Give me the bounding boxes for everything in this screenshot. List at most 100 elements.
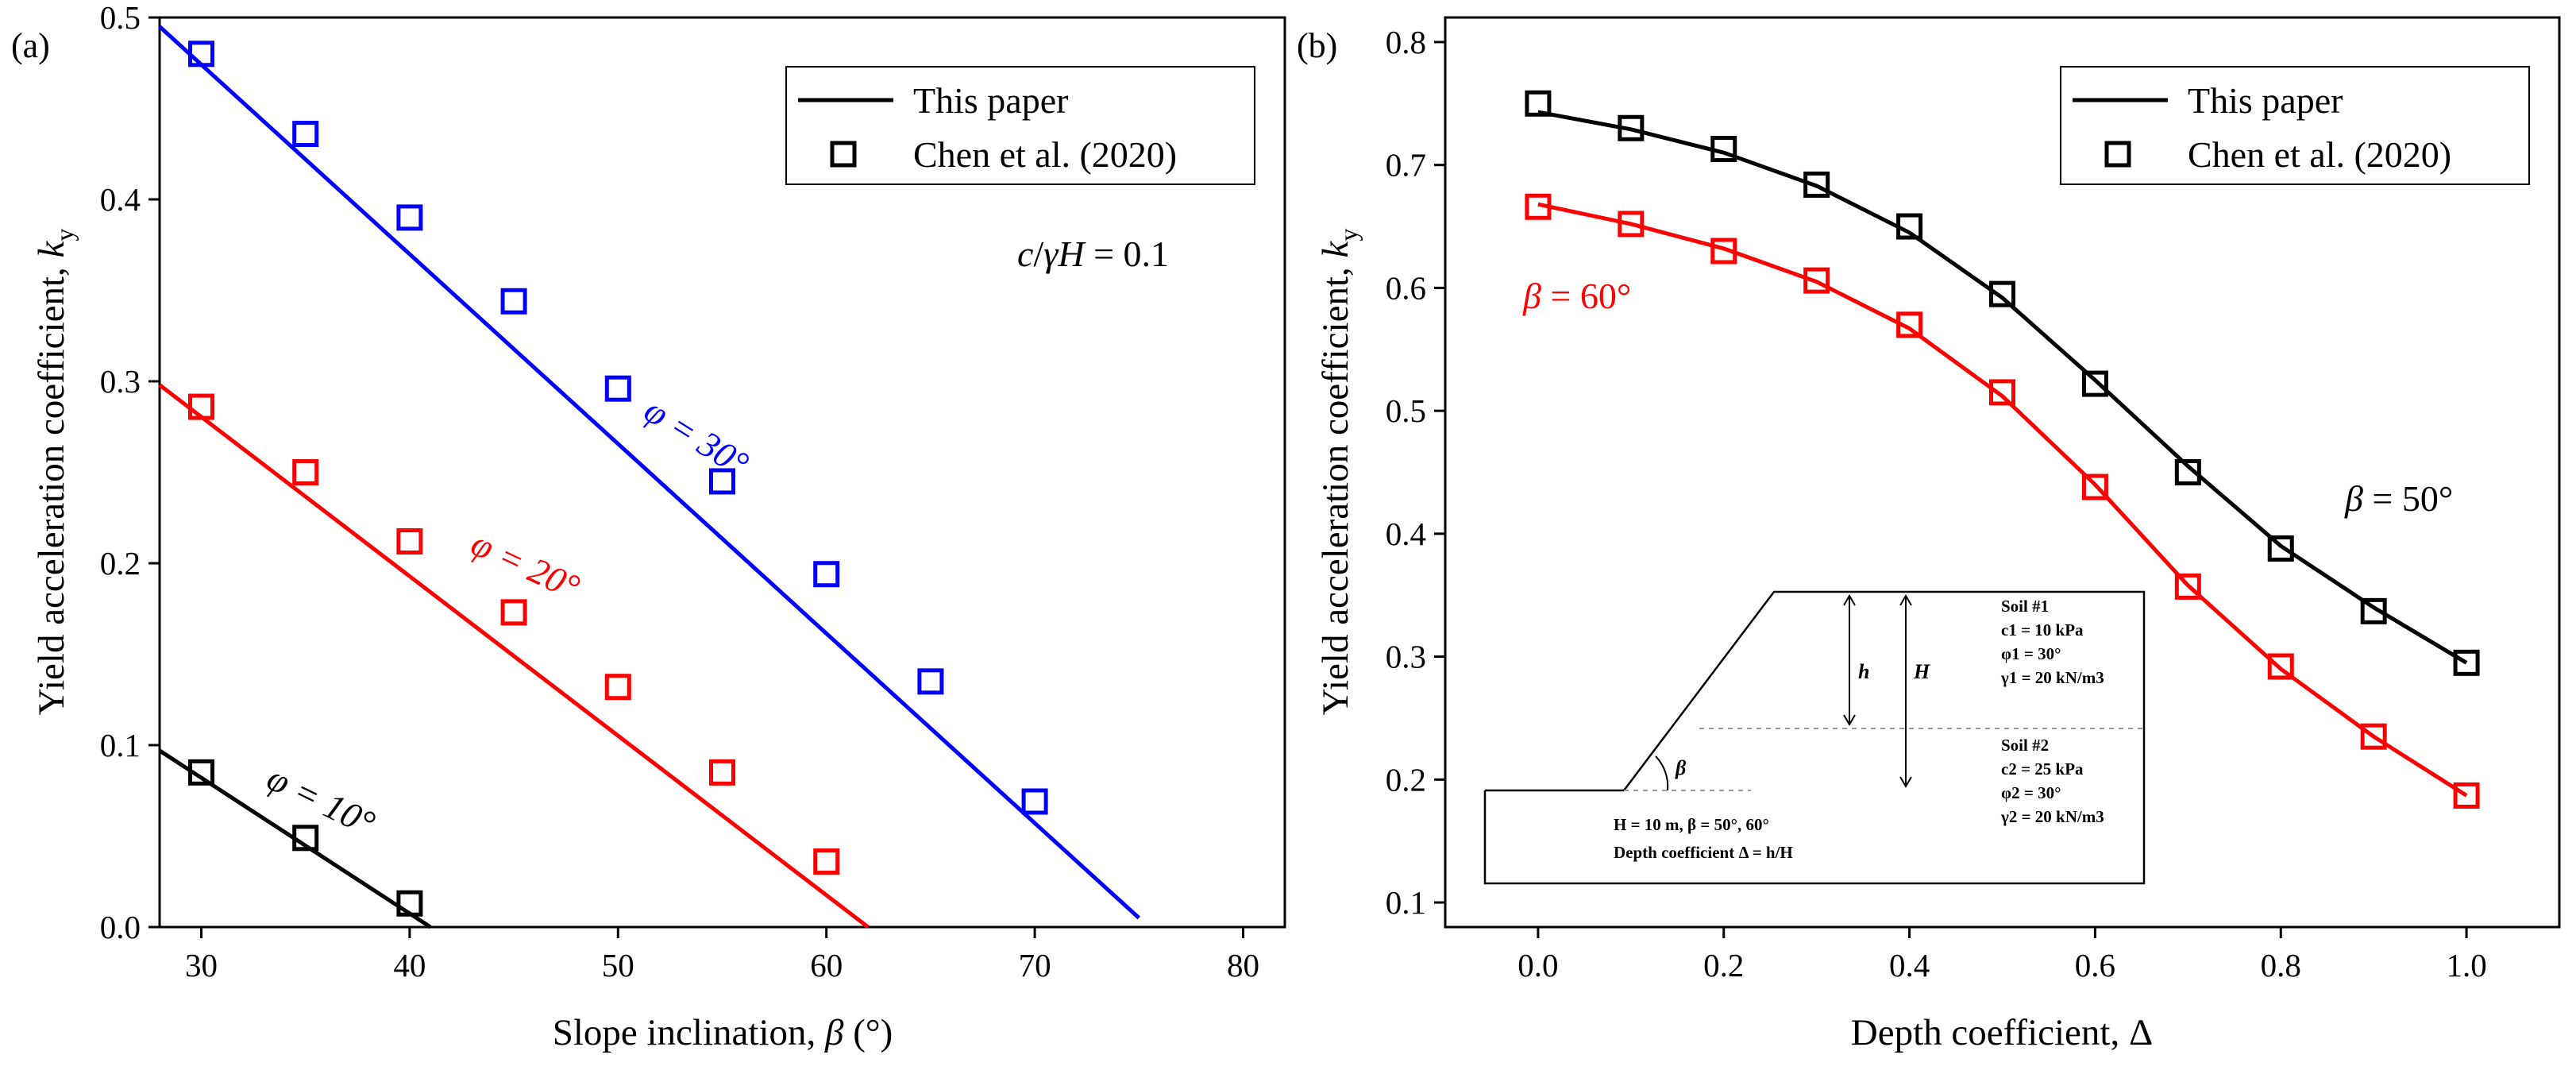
inset-geometry-note: H = 10 m, β = 50°, 60°	[1614, 815, 1769, 834]
panel-a-series-line-1	[158, 383, 870, 929]
panel-a-series-2-marker	[396, 204, 423, 231]
inset-soil1-title: Soil #1	[2001, 597, 2049, 616]
panel-a-legend-marker-label: Chen et al. (2020)	[913, 134, 1177, 175]
panel-a-axes-frame	[158, 16, 1286, 929]
inset-soil2-title: Soil #2	[2001, 736, 2049, 755]
panel-b-y-tick-label: 0.8	[1386, 24, 1426, 60]
panel-b-x-tick-label: 0.2	[1703, 947, 1744, 983]
panel-b-y-tick-label: 0.4	[1386, 516, 1426, 552]
panel-b-inset-schematic: β h H Soil #1 c1 = 10 kPa φ1 = 30° γ1 = …	[1483, 590, 2146, 885]
panel-b-series-label-beta-50: β = 50°	[2344, 478, 2453, 519]
panel-a-y-tick-label: 0.1	[100, 727, 141, 763]
panel-b-x-tick-label: 1.0	[2446, 947, 2486, 983]
inset-depth-note: Depth coefficient Δ = h/H	[1614, 843, 1793, 862]
panel-a-series-line-2	[158, 25, 1140, 920]
panel-a-plot-area	[158, 25, 1140, 929]
panel-a-x-ticks: 30 40 50 60 70 80	[185, 927, 1259, 983]
panel-b-y-tick-label: 0.1	[1386, 884, 1426, 921]
panel-b-y-tick-label: 0.2	[1386, 761, 1426, 798]
panel-b-legend-line-label: This paper	[2188, 80, 2343, 121]
panel-a-series-0-marker	[187, 759, 214, 786]
panel-a-series-2-marker	[709, 468, 735, 495]
panel-b-series-0-marker	[2174, 459, 2201, 485]
panel-a-series-label-phi-20: φ = 20°	[465, 523, 586, 608]
panel-b-series-0-marker	[2081, 370, 2108, 397]
panel-a-y-tick-label: 0.4	[100, 181, 141, 218]
panel-a-series-1-marker	[604, 674, 631, 701]
panel-a-y-tick-label: 0.5	[100, 0, 141, 36]
panel-a-x-tick-label: 70	[1019, 947, 1051, 983]
panel-b-series-line-1	[1537, 202, 2468, 798]
panel-a-series-2-marker	[500, 288, 527, 315]
panel-a-series-2-marker	[813, 561, 840, 588]
panel-b-series-0-marker	[1989, 280, 2015, 307]
inset-soil2-gamma: γ2 = 20 kN/m3	[2000, 807, 2104, 826]
inset-H-arrowhead-bottom	[1899, 776, 1912, 788]
panel-a-series-2-marker	[292, 121, 319, 148]
panel-a-series-2-marker	[187, 41, 214, 68]
panel-a-y-tick-label: 0.2	[100, 545, 141, 582]
inset-soil1-gamma: γ1 = 20 kN/m3	[2000, 668, 2104, 687]
panel-b-series-0-marker	[1525, 90, 1552, 117]
panel-b-legend-marker-label: Chen et al. (2020)	[2188, 134, 2451, 175]
panel-a-x-tick-label: 50	[602, 947, 634, 983]
panel-a-series-1-marker	[709, 759, 735, 786]
panel-b-series-1-marker	[2453, 782, 2480, 809]
panel-b-series-1-marker	[2360, 723, 2387, 750]
panel-a-x-axis-label: Slope inclination, β (°)	[553, 1012, 893, 1053]
panel-b-series-1-marker	[2081, 473, 2108, 500]
panel-b-series-1-marker	[1710, 238, 1737, 265]
panel-a-legend-square-icon	[830, 141, 857, 168]
panel-b-series-label-beta-60: β = 60°	[1522, 276, 1631, 316]
panel-a-condition-label: c/γH = 0.1	[1017, 234, 1169, 274]
panel-b-x-tick-label: 0.0	[1517, 947, 1558, 983]
panel-b-legend-box	[2060, 66, 2530, 185]
panel-a-x-tick-label: 60	[810, 947, 843, 983]
panel-b-series-0-marker	[1896, 213, 1923, 240]
panel-a-series-0-marker	[292, 825, 319, 852]
panel-b-x-tick-label: 0.4	[1889, 947, 1930, 983]
panel-b-x-ticks: 0.0 0.2 0.4 0.6 0.8 1.0	[1517, 927, 2487, 983]
panel-b-series-1-marker	[1989, 379, 2015, 406]
panel-b-y-tick-label: 0.5	[1386, 392, 1426, 429]
panel-a: (a) 30 40 50 60 70 80 0.0 0.1 0.2 0.3 0.4 0.5 Slop…	[11, 0, 1286, 1053]
panel-b-series-0-marker	[1618, 114, 1645, 141]
panel-b-y-tick-label: 0.7	[1386, 147, 1426, 184]
panel-b-plot-area	[1525, 90, 2480, 809]
panel-b-series-1-marker	[2267, 653, 2294, 680]
panel-b-x-axis-label: Depth coefficient, Δ	[1851, 1012, 2153, 1053]
inset-H-arrowhead-top	[1899, 594, 1912, 606]
panel-a-legend-line-label: This paper	[913, 80, 1068, 121]
panel-b-y-axis-label: Yield acceleration coefficient, ky	[1315, 229, 1363, 716]
panel-b-x-tick-label: 0.6	[2075, 947, 2115, 983]
panel-a-label: (a)	[11, 26, 50, 65]
inset-background	[1483, 590, 2146, 885]
panel-b-legend-square-icon	[2104, 141, 2131, 168]
panel-b-series-0-marker	[1803, 171, 1830, 198]
panel-a-x-tick-label: 30	[185, 947, 218, 983]
panel-a-series-2-marker	[604, 375, 631, 402]
panel-b-label: (b)	[1297, 26, 1337, 65]
panel-a-series-1-marker	[396, 528, 423, 555]
panel-a-legend: This paper Chen et al. (2020)	[785, 66, 1255, 185]
panel-a-series-1-marker	[813, 848, 840, 875]
panel-a-legend-box	[785, 66, 1255, 185]
panel-b-series-line-0	[1537, 110, 2468, 665]
panel-b-axes-frame	[1444, 16, 2561, 929]
panel-b-series-1-marker	[1896, 311, 1923, 338]
panel-b-series-1-marker	[2174, 573, 2201, 600]
inset-beta-label: β	[1675, 756, 1687, 779]
panel-a-series-1-marker	[187, 393, 214, 420]
inset-soil2-phi: φ2 = 30°	[2001, 783, 2061, 802]
panel-a-series-1-marker	[292, 459, 319, 485]
inset-beta-arc	[1655, 755, 1669, 791]
panel-a-x-tick-label: 40	[393, 947, 426, 983]
panel-b-legend: This paper Chen et al. (2020)	[2060, 66, 2530, 185]
panel-a-series-0-marker	[396, 890, 423, 917]
panel-b-series-0-marker	[2453, 649, 2480, 676]
panel-b-series-0-marker	[2267, 535, 2294, 562]
panel-a-x-tick-label: 80	[1227, 947, 1259, 983]
panel-b-series-1-marker	[1803, 267, 1830, 294]
inset-h-arrowhead-bottom	[1843, 714, 1856, 726]
panel-a-series-1-marker	[500, 599, 527, 626]
